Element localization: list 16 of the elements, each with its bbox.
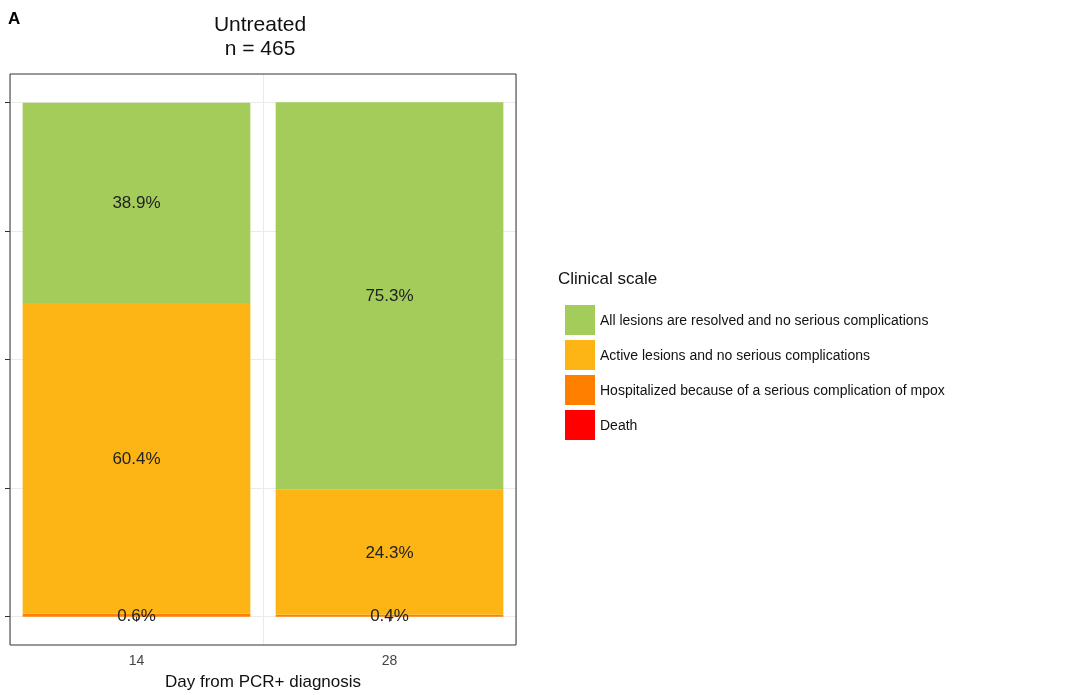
bar <box>22 102 251 303</box>
data-label: 38.9% <box>112 193 161 213</box>
chart-title: Untreated n = 465 <box>213 11 307 59</box>
x-tick-label: 28 <box>381 652 398 668</box>
x-tick-label: 14 <box>128 652 145 668</box>
text: A <box>8 9 21 28</box>
legend-label: Active lesions and no serious complications <box>600 347 871 363</box>
legend-label: Hospitalized because of a serious complication of mpox <box>600 382 945 398</box>
legend-label: Death <box>600 417 638 433</box>
legend-title: Clinical scale <box>558 269 658 288</box>
legend-label: All lesions are resolved and no serious complications <box>600 312 929 328</box>
data-label: 24.3% <box>365 542 414 562</box>
x-axis-title: Day from PCR+ diagnosis <box>164 672 362 691</box>
bar <box>275 102 504 490</box>
data-label: 75.3% <box>365 286 414 306</box>
data-label: 60.4% <box>112 448 161 468</box>
